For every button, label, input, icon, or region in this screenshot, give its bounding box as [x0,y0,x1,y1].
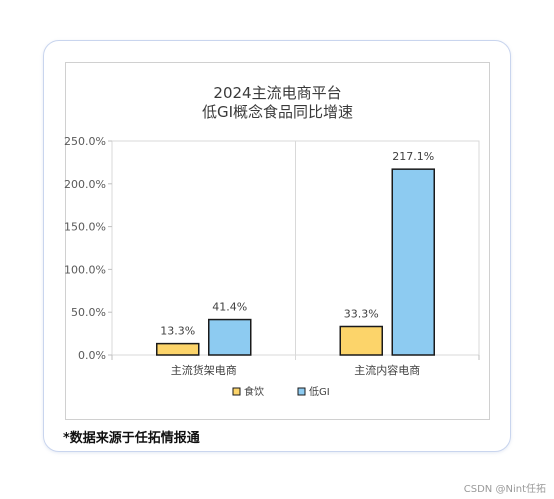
y-tick-label: 150.0% [64,221,106,234]
bar-食饮-主流货架电商 [156,342,200,356]
bar-食饮-主流内容电商 [339,325,383,356]
bar-低GI-主流货架电商 [208,318,252,356]
data-label: 13.3% [160,325,195,338]
watermark: CSDN @Nint任拓 [463,484,546,495]
y-tick-label: 250.0% [64,135,106,148]
legend-swatch [297,387,306,396]
x-tick-label: 主流内容电商 [354,363,420,377]
data-label: 41.4% [212,301,247,314]
data-label: 217.1% [392,150,434,163]
data-label: 33.3% [344,307,379,320]
y-tick-label: 0.0% [78,349,106,362]
chart-title-line-2: 低GI概念食品同比增速 [201,103,354,121]
bar-低GI-主流内容电商 [391,168,435,356]
chart-title-line-1: 2024主流电商平台 [213,84,342,102]
legend-label: 低GI [309,385,330,398]
data-source-footnote: *数据来源于任拓情报通 [63,431,200,446]
legend-swatch [232,387,241,396]
y-tick-label: 50.0% [71,306,106,319]
legend-label: 食饮 [244,385,264,398]
y-tick-label: 200.0% [64,178,106,191]
y-tick-label: 100.0% [64,263,106,276]
x-tick-label: 主流货架电商 [171,363,237,377]
